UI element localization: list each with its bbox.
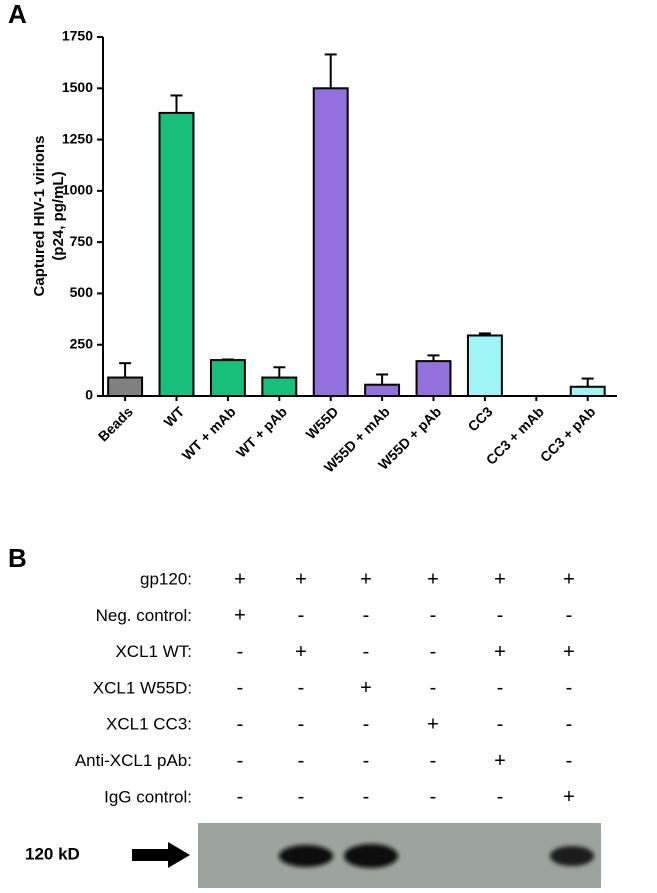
row-label: XCL1 CC3: <box>106 715 192 734</box>
lane-sign: - <box>363 713 370 735</box>
row-label: XCL1 W55D: <box>93 678 192 697</box>
lane-sign: + <box>295 568 307 590</box>
lane-sign: - <box>430 750 437 772</box>
lane-sign: - <box>497 605 504 627</box>
y-tick-label: 1750 <box>62 28 93 44</box>
x-tick-label: CC3 <box>465 403 496 434</box>
x-tick-label: CC3 + pAb <box>537 403 599 465</box>
x-tick-label: W55D <box>303 403 342 442</box>
lane-sign: + <box>360 677 372 699</box>
lane-sign: + <box>494 568 506 590</box>
lane-sign: - <box>363 641 370 663</box>
lane-sign: + <box>563 641 575 663</box>
bar <box>107 376 144 397</box>
lane-sign: - <box>237 641 244 663</box>
panel-label: B <box>8 543 27 573</box>
lane-sign: - <box>497 713 504 735</box>
bar <box>415 360 452 397</box>
lane-sign: - <box>566 713 573 735</box>
band <box>344 844 398 868</box>
lane-sign: - <box>237 677 244 699</box>
y-tick-label: 250 <box>70 335 94 351</box>
lane-sign: + <box>563 786 575 808</box>
y-axis-label: (p24, pg/mL) <box>50 171 67 260</box>
lane-sign: - <box>298 605 305 627</box>
row-label: Neg. control: <box>96 606 192 625</box>
y-tick-label: 0 <box>85 387 93 403</box>
lane-sign: - <box>363 605 370 627</box>
lane-sign: - <box>430 677 437 699</box>
y-tick-label: 1000 <box>62 182 93 198</box>
lane-sign: - <box>566 677 573 699</box>
bar <box>466 334 503 397</box>
lane-sign: + <box>295 641 307 663</box>
lane-sign: - <box>237 750 244 772</box>
lane-sign: - <box>363 786 370 808</box>
lane-sign: - <box>497 677 504 699</box>
row-label: Anti-XCL1 pAb: <box>75 751 192 770</box>
bar <box>261 376 298 397</box>
lane-sign: - <box>566 605 573 627</box>
blot-background <box>198 823 601 888</box>
lane-sign: + <box>494 750 506 772</box>
panel-label: A <box>8 0 27 29</box>
lane-sign: - <box>430 641 437 663</box>
lane-sign: - <box>298 677 305 699</box>
row-label: IgG control: <box>104 787 192 806</box>
lane-sign: + <box>563 568 575 590</box>
band <box>279 845 333 867</box>
arrow <box>132 842 190 868</box>
y-tick-label: 1500 <box>62 79 93 95</box>
x-tick-label: WT + pAb <box>233 403 290 460</box>
bar <box>209 359 246 398</box>
y-tick-label: 500 <box>70 284 94 300</box>
row-label: XCL1 WT: <box>115 642 192 661</box>
bar <box>569 385 606 398</box>
lane-sign: + <box>234 568 246 590</box>
lane-sign: - <box>298 713 305 735</box>
bar <box>312 87 349 398</box>
lane-sign: - <box>298 786 305 808</box>
row-label: gp120: <box>140 569 192 588</box>
x-tick-label: WT + mAb <box>179 403 239 463</box>
lane-sign: - <box>566 750 573 772</box>
bar <box>158 111 195 397</box>
band <box>550 846 594 866</box>
lane-sign: + <box>360 568 372 590</box>
western-blot <box>198 823 601 888</box>
lane-sign: + <box>427 713 439 735</box>
lane-sign: - <box>363 750 370 772</box>
lane-sign: - <box>298 750 305 772</box>
y-axis-label: Captured HIV-1 virions <box>31 136 48 297</box>
lane-sign: - <box>430 786 437 808</box>
lane-sign: - <box>497 786 504 808</box>
y-tick-label: 1250 <box>62 130 93 146</box>
lane-sign: - <box>237 786 244 808</box>
x-tick-label: Beads <box>95 403 136 444</box>
marker-label: 120 kD <box>25 844 80 863</box>
lane-sign: + <box>427 568 439 590</box>
bar <box>364 383 401 397</box>
lane-sign: - <box>430 605 437 627</box>
y-tick-label: 750 <box>70 233 94 249</box>
lane-sign: - <box>237 713 244 735</box>
lane-sign: + <box>234 605 246 627</box>
x-tick-label: WT <box>161 403 188 430</box>
lane-sign: + <box>494 641 506 663</box>
